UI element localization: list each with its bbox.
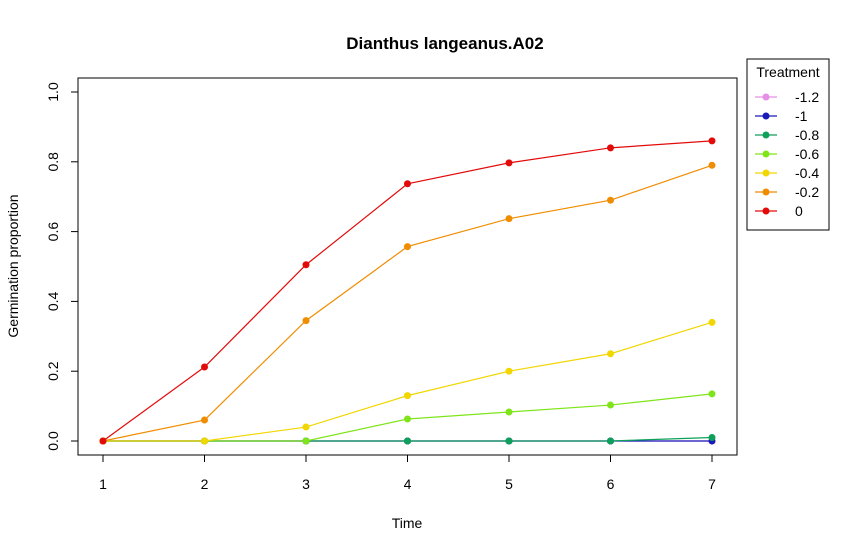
series-line xyxy=(103,321,713,442)
legend: Treatment -1.2 -1 -0.8 -0.6 -0.4 -0.2 0 xyxy=(746,58,830,231)
data-point xyxy=(708,318,716,326)
series-0 xyxy=(99,137,716,445)
data-point xyxy=(505,215,513,223)
data-point xyxy=(404,437,411,445)
y-axis: 0.0 0.2 0.4 0.6 0.8 1.0 xyxy=(45,82,79,451)
y-tick-label: 1.0 xyxy=(45,82,61,102)
data-point xyxy=(302,423,310,431)
data-point xyxy=(404,243,411,251)
data-point xyxy=(201,416,208,424)
legend-swatch-point xyxy=(762,93,770,101)
legend-swatch-point xyxy=(762,188,770,196)
legend-item: -0.2 xyxy=(755,184,819,200)
legend-label: -1 xyxy=(795,108,808,124)
data-point xyxy=(302,261,310,269)
legend-item: -0.4 xyxy=(755,165,819,181)
data-point xyxy=(708,137,716,145)
data-point xyxy=(505,437,513,445)
x-tick-label: 2 xyxy=(201,476,209,492)
x-tick-label: 5 xyxy=(505,476,513,492)
data-point xyxy=(99,437,107,445)
legend-item: -0.6 xyxy=(755,146,819,162)
legend-item: 0 xyxy=(755,203,803,219)
y-tick-label: 0.8 xyxy=(45,152,61,172)
legend-label: -1.2 xyxy=(795,89,819,105)
legend-item: -0.8 xyxy=(755,127,819,143)
legend-label: -0.8 xyxy=(795,127,819,143)
x-tick-label: 3 xyxy=(302,476,310,492)
legend-box xyxy=(746,58,830,231)
x-axis: 1 2 3 4 5 6 7 xyxy=(99,454,716,492)
y-tick-label: 0.2 xyxy=(45,361,61,381)
data-point xyxy=(708,161,716,169)
x-tick-label: 6 xyxy=(607,476,615,492)
x-axis-label: Time xyxy=(392,515,423,531)
series--0.2 xyxy=(99,161,716,445)
legend-item: -1 xyxy=(755,108,808,124)
data-point xyxy=(302,437,310,445)
data-point xyxy=(607,350,614,358)
data-point xyxy=(404,392,411,400)
legend-swatch-point xyxy=(762,150,770,158)
data-point xyxy=(708,390,716,398)
y-tick-label: 0.6 xyxy=(45,222,61,242)
series-line xyxy=(102,164,713,442)
legend-items: -1.2 -1 -0.8 -0.6 -0.4 -0.2 0 xyxy=(755,89,819,219)
data-point xyxy=(404,180,411,188)
data-point xyxy=(607,437,614,445)
data-point xyxy=(607,144,614,152)
series--0.4 xyxy=(99,318,716,445)
legend-swatch-point xyxy=(762,131,770,139)
data-point xyxy=(505,408,513,416)
legend-title: Treatment xyxy=(756,64,819,80)
legend-swatch-point xyxy=(762,112,770,120)
chart-title: Dianthus langeanus.A02 xyxy=(346,34,543,53)
data-point xyxy=(607,401,614,409)
x-tick-label: 1 xyxy=(99,476,107,492)
data-point xyxy=(302,317,310,325)
legend-swatch-point xyxy=(762,207,770,215)
series--0.8 xyxy=(99,434,716,445)
series-layer xyxy=(99,137,716,445)
data-point xyxy=(404,415,411,423)
y-tick-label: 0.4 xyxy=(45,291,61,311)
legend-label: -0.6 xyxy=(795,146,819,162)
data-point xyxy=(201,363,208,371)
legend-swatch-point xyxy=(762,169,770,177)
legend-item: -1.2 xyxy=(755,89,819,105)
x-tick-label: 7 xyxy=(708,476,716,492)
x-tick-label: 4 xyxy=(404,476,412,492)
data-point xyxy=(201,437,208,445)
data-point xyxy=(607,196,614,204)
y-tick-label: 0.0 xyxy=(45,431,61,451)
data-point xyxy=(505,367,513,375)
y-axis-label: Germination proportion xyxy=(5,194,21,337)
data-point xyxy=(505,159,513,167)
legend-label: -0.4 xyxy=(795,165,819,181)
data-point xyxy=(708,434,716,442)
legend-label: -0.2 xyxy=(795,184,819,200)
legend-label: 0 xyxy=(795,203,803,219)
